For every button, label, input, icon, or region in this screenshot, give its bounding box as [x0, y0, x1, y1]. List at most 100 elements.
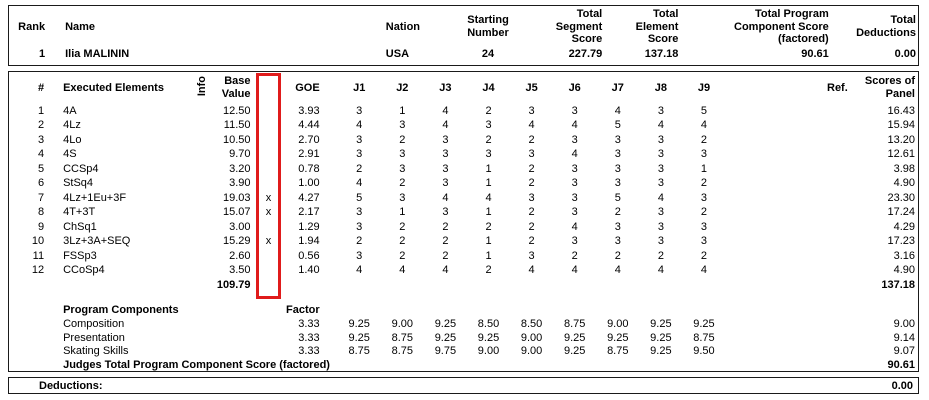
- judge-5-score: 2: [528, 220, 535, 233]
- judge-7-header: J7: [611, 81, 624, 94]
- executed-elements-header: Executed Elements: [63, 81, 164, 94]
- judge-3-score: 3: [442, 162, 449, 175]
- judge-5-component: 9.00: [520, 331, 543, 344]
- element-goe: 1.29: [298, 220, 320, 233]
- element-name: 4S: [63, 148, 77, 161]
- judge-5-score: 4: [528, 264, 535, 277]
- element-row: 4 4S 9.70 2.91 3 3 3 3 3 4 3 3 3 12.6: [9, 148, 918, 163]
- element-panel-score: 12.61: [887, 148, 915, 161]
- judge-2-score: 3: [399, 162, 406, 175]
- judge-3-component: 9.25: [434, 318, 457, 331]
- judge-6-score: 3: [571, 177, 578, 190]
- judge-3-score: 2: [442, 235, 449, 248]
- element-name: 4T+3T: [63, 206, 96, 219]
- judge-2-component: 9.00: [391, 318, 414, 331]
- element-credit-mark: [254, 220, 284, 235]
- element-number: 7: [37, 191, 45, 204]
- deductions-panel: Deductions: 0.00: [8, 377, 919, 394]
- deductions-value: 0.00: [891, 379, 913, 392]
- judge-9-score: 5: [700, 104, 708, 117]
- judge-8-score: 3: [657, 206, 664, 219]
- judge-7-component: 9.00: [607, 318, 629, 331]
- goe-header: GOE: [295, 81, 320, 94]
- judge-1-component: 9.25: [348, 318, 370, 331]
- judge-7-score: 3: [614, 148, 621, 161]
- judge-2-score: 1: [399, 104, 406, 117]
- number-column-header: #: [37, 81, 45, 94]
- element-credit-mark: [254, 148, 284, 163]
- element-goe: 3.93: [298, 104, 320, 117]
- element-row: 12 CCoSp4 3.50 1.40 4 4 4 2 4 4 4 4 4: [9, 264, 918, 279]
- element-row: 8 4T+3T 15.07 x 2.17 3 1 3 1 2 3 2 3 2: [9, 206, 918, 221]
- judge-8-score: 3: [657, 162, 664, 175]
- judge-7-score: 2: [614, 206, 621, 219]
- judge-2-component: 8.75: [391, 345, 414, 358]
- element-panel-score: 16.43: [887, 104, 915, 117]
- judge-1-score: 3: [356, 104, 363, 117]
- judge-1-score: 4: [356, 264, 363, 277]
- element-panel-score: 17.23: [887, 235, 915, 248]
- judge-8-component: 9.25: [650, 345, 672, 358]
- element-name: 4Lo: [63, 133, 82, 146]
- element-panel-score: 17.24: [887, 206, 915, 219]
- judge-1-score: 3: [356, 133, 363, 146]
- judge-5-score: 3: [528, 148, 535, 161]
- element-name: 4Lz+1Eu+3F: [63, 191, 127, 204]
- element-info: [189, 264, 215, 279]
- judge-2-score: 3: [399, 148, 406, 161]
- judge-6-score: 3: [571, 235, 578, 248]
- element-goe: 1.00: [298, 177, 320, 190]
- judge-6-component: 9.25: [563, 331, 586, 344]
- element-row: 11 FSSp3 2.60 0.56 3 2 2 1 3 2 2 2 2: [9, 249, 918, 264]
- element-number: 4: [37, 148, 45, 161]
- skater-component-score: 90.61: [801, 48, 829, 60]
- judge-8-score: 3: [657, 104, 664, 117]
- element-panel-score: 4.90: [893, 177, 915, 190]
- judge-1-header: J1: [353, 81, 366, 94]
- element-number: 6: [37, 177, 45, 190]
- judge-8-score: 3: [657, 133, 664, 146]
- component-panel-score: 9.14: [893, 331, 915, 344]
- judge-4-score: 4: [485, 191, 492, 204]
- element-info: [189, 235, 215, 250]
- judge-5-component: 9.00: [520, 345, 543, 358]
- element-goe: 4.27: [298, 191, 320, 204]
- program-components-title: Program Components: [63, 303, 179, 316]
- elements-rows: 1 4A 12.50 3.93 3 1 4 2 3 3 4 3 5 16.: [9, 104, 918, 278]
- judge-1-component: 9.25: [348, 331, 370, 344]
- element-ref: [726, 162, 852, 177]
- total-segment-score-header: Total Segment Score: [555, 8, 603, 46]
- judge-4-score: 1: [485, 177, 492, 190]
- element-ref: [726, 119, 852, 134]
- judge-5-score: 2: [528, 235, 535, 248]
- judge-6-score: 4: [571, 264, 578, 277]
- element-info: [189, 119, 215, 134]
- element-info: [189, 206, 215, 221]
- base-value-header: Base Value: [221, 75, 251, 100]
- element-number: 9: [37, 220, 45, 233]
- element-name: CCSp4: [63, 162, 99, 175]
- element-row: 9 ChSq1 3.00 1.29 3 2 2 2 2 4 3 3 3 4: [9, 220, 918, 235]
- judge-1-score: 4: [356, 119, 363, 132]
- judge-1-score: 2: [356, 162, 363, 175]
- judge-9-component: 8.75: [693, 331, 715, 344]
- element-row: 3 4Lo 10.50 2.70 3 2 3 2 2 3 3 3 2 13: [9, 133, 918, 148]
- judge-7-score: 2: [614, 249, 621, 262]
- element-credit-mark: x: [265, 191, 272, 204]
- element-row: 2 4Lz 11.50 4.44 4 3 4 3 4 4 5 4 4 15: [9, 119, 918, 134]
- element-row: 7 4Lz+1Eu+3F 19.03 x 4.27 5 3 4 4 3 3 5 …: [9, 191, 918, 206]
- element-goe: 0.78: [298, 162, 320, 175]
- elements-table: # Executed Elements Info Base Value GOE …: [9, 72, 918, 372]
- judge-4-score: 1: [485, 162, 492, 175]
- judge-7-score: 3: [614, 162, 621, 175]
- judge-3-score: 3: [442, 206, 449, 219]
- element-name: 4Lz: [63, 119, 81, 132]
- element-info: [189, 162, 215, 177]
- element-number: 1: [37, 104, 45, 117]
- rank-header: Rank: [18, 20, 46, 33]
- judge-2-score: 3: [399, 119, 406, 132]
- element-base-value: 3.50: [229, 264, 251, 277]
- nation-header: Nation: [385, 20, 421, 33]
- judge-9-score: 2: [700, 177, 708, 190]
- judge-9-score: 2: [700, 206, 708, 219]
